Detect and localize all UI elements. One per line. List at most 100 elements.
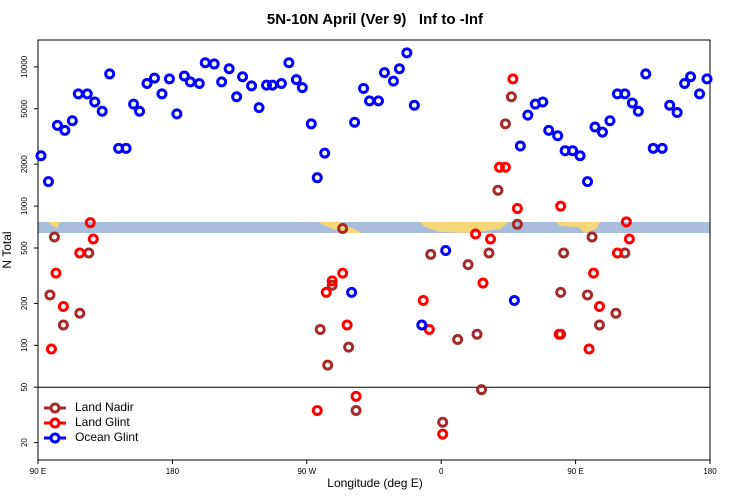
point (484, 233, 496, 245)
y-tick-label: 1000 (20, 197, 29, 215)
x-tick-label: 180 (703, 467, 717, 476)
point (341, 319, 353, 331)
point (462, 259, 474, 271)
point (128, 98, 140, 110)
point (193, 77, 205, 89)
point (319, 147, 331, 159)
point (156, 88, 168, 100)
y-tick-label: 100 (20, 338, 29, 352)
point (337, 267, 349, 279)
land (48, 222, 60, 228)
land (420, 222, 508, 233)
ocean-strip (38, 222, 710, 233)
point (349, 116, 361, 128)
point (320, 286, 332, 298)
point (596, 126, 608, 138)
point (593, 300, 605, 312)
point (296, 82, 308, 94)
point (499, 118, 511, 130)
point (87, 233, 99, 245)
x-tick-label: 90 W (297, 467, 316, 476)
point (134, 105, 146, 117)
point (290, 74, 302, 86)
x-tick-label: 90 E (567, 467, 583, 476)
point (511, 203, 523, 215)
point (311, 405, 323, 417)
point (508, 294, 520, 306)
y-tick-label: 500 (20, 241, 29, 255)
point (48, 231, 60, 243)
point (350, 405, 362, 417)
y-tick-label: 20 (20, 438, 29, 447)
x-tick-label: 180 (166, 467, 180, 476)
point (163, 73, 175, 85)
point (50, 267, 62, 279)
y-tick-label: 10000 (20, 55, 29, 78)
point (326, 279, 338, 291)
point (44, 289, 56, 301)
point (632, 105, 644, 117)
point (57, 300, 69, 312)
point (574, 150, 586, 162)
point (260, 79, 272, 91)
legend-marker (49, 432, 61, 444)
point (387, 75, 399, 87)
point (567, 145, 579, 157)
point (611, 247, 623, 259)
point (223, 63, 235, 75)
legend-marker (49, 417, 61, 429)
point (208, 58, 220, 70)
point (492, 184, 504, 196)
point (685, 71, 697, 83)
point (237, 71, 249, 83)
point (493, 161, 505, 173)
point (417, 294, 429, 306)
point (322, 359, 334, 371)
point (582, 176, 594, 188)
point (640, 68, 652, 80)
point (656, 142, 668, 154)
legend-label: Ocean Glint (75, 430, 139, 444)
point (358, 82, 370, 94)
point (440, 244, 452, 256)
point (679, 77, 691, 89)
point (148, 72, 160, 84)
point (59, 124, 71, 136)
point (583, 343, 595, 355)
point (671, 107, 683, 119)
point (51, 119, 63, 131)
series (45, 73, 635, 440)
point (393, 63, 405, 75)
point (586, 231, 598, 243)
point (423, 323, 435, 335)
point (437, 416, 449, 428)
map-strip (38, 222, 710, 233)
point (620, 216, 632, 228)
point (141, 77, 153, 89)
point (178, 70, 190, 82)
point (555, 286, 567, 298)
point (664, 99, 676, 111)
point (74, 307, 86, 319)
point (171, 108, 183, 120)
point (275, 77, 287, 89)
point (593, 319, 605, 331)
point (42, 176, 54, 188)
point (216, 76, 228, 88)
point (483, 247, 495, 259)
point (57, 319, 69, 331)
point (558, 247, 570, 259)
point (311, 172, 323, 184)
point (35, 150, 47, 162)
point (314, 323, 326, 335)
point (694, 88, 706, 100)
legend-label: Land Nadir (75, 400, 134, 414)
point (84, 217, 96, 229)
point (522, 109, 534, 121)
point (326, 275, 338, 287)
y-tick-label: 5000 (20, 99, 29, 117)
point (45, 343, 57, 355)
point (231, 91, 243, 103)
point (582, 289, 594, 301)
